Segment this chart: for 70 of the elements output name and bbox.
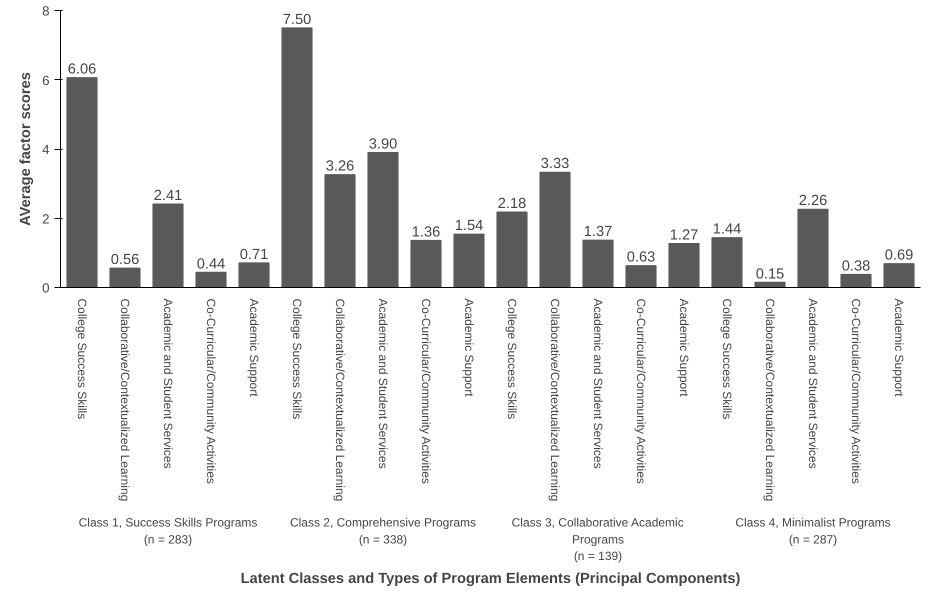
data-label: 3.26 [326,158,354,175]
bar [195,272,227,288]
bar [238,262,270,288]
data-label: 0.38 [842,258,870,274]
bar [281,27,313,288]
y-tick-label: 4 [42,142,50,157]
bar [152,204,184,288]
y-tick-label: 2 [42,211,50,226]
bar [797,208,829,288]
bar [582,240,614,288]
x-tick-label: Academic and Student Services [161,298,175,469]
data-label: 0.63 [626,250,656,266]
x-axis-title: Latent Classes and Types of Program Elements (Principal Components) [240,571,741,588]
x-tick-label: Co-Curricular/Community Activities [204,298,218,484]
x-tick-label: Academic and Student Services [376,298,390,469]
bar [66,77,98,288]
bar [453,234,485,288]
data-label: 0.44 [196,256,226,272]
bar [711,237,743,288]
bar [109,268,141,288]
y-tick-label: 8 [42,4,50,18]
data-label: 6.06 [68,62,96,78]
bar [496,212,528,288]
data-label: 1.44 [712,222,742,238]
text: Class 3, Collaborative Academic Programs (n = 139) [512,516,684,564]
y-axis-title: AVerage factor scores [18,72,34,226]
bar [324,174,356,288]
x-tick-label: Academic Support [247,298,261,398]
x-tick-label: Co-Curricular/Community Activities [634,298,648,484]
bar [367,152,399,288]
data-label: 3.90 [368,136,398,152]
bar [668,243,700,288]
x-tick-label: Academic Support [892,298,906,398]
data-label: 0.15 [756,266,784,282]
data-label: 1.37 [584,224,612,240]
bar [883,263,915,288]
bar [840,274,872,288]
x-tick-label: Academic and Student Services [806,298,820,469]
text: Class 4, Minimalist Programs (n = 287) [735,516,891,546]
data-label: 1.36 [412,224,440,240]
x-tick-label: Collaborative/Contextualized Learning [763,298,777,502]
x-tick-label: College Success Skills [720,298,734,420]
x-tick-label: Collaborative/Contextualized Learning [548,298,562,502]
x-tick-label: Collaborative/Contextualized Learning [118,298,132,502]
data-label: 7.50 [282,12,312,28]
y-tick-label: 6 [42,72,50,88]
x-tick-label: College Success Skills [505,298,519,420]
y-tick-label: 0 [42,280,50,296]
x-tick-label: Co-Curricular/Community Activities [849,298,863,484]
data-label: 2.18 [498,196,526,212]
x-tick-label: Academic and Student Services [591,298,605,469]
data-label: 1.54 [454,218,484,234]
data-label: 2.26 [798,193,828,210]
x-tick-label: College Success Skills [290,298,304,420]
x-tick-label: Co-Curricular/Community Activities [419,298,433,484]
data-label: 0.71 [240,246,268,263]
x-tick-label: Academic Support [462,298,476,398]
bar [410,240,442,288]
x-tick-label: College Success Skills [75,298,89,420]
text: Class 1, Success Skills Programs (n = 283) [78,516,258,546]
data-label: 3.33 [540,156,570,172]
data-label: 2.41 [154,188,182,204]
x-tick-label: Collaborative/Contextualized Learning [333,298,347,502]
bar [539,172,571,288]
data-label: 0.56 [110,252,140,268]
text: Class 2, Comprehensive Programs (n = 338) [290,516,476,546]
data-label: 1.27 [670,228,698,244]
bar [625,265,657,288]
data-label: 0.69 [884,248,914,264]
x-tick-label: Academic Support [677,298,691,398]
